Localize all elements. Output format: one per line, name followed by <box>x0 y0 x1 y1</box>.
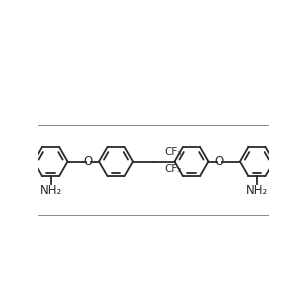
Text: O: O <box>84 155 93 168</box>
Text: O: O <box>214 155 224 168</box>
Text: CF₃: CF₃ <box>164 147 182 157</box>
Text: NH₂: NH₂ <box>246 184 268 196</box>
Text: NH₂: NH₂ <box>39 184 62 196</box>
Text: CF₃: CF₃ <box>164 164 182 174</box>
